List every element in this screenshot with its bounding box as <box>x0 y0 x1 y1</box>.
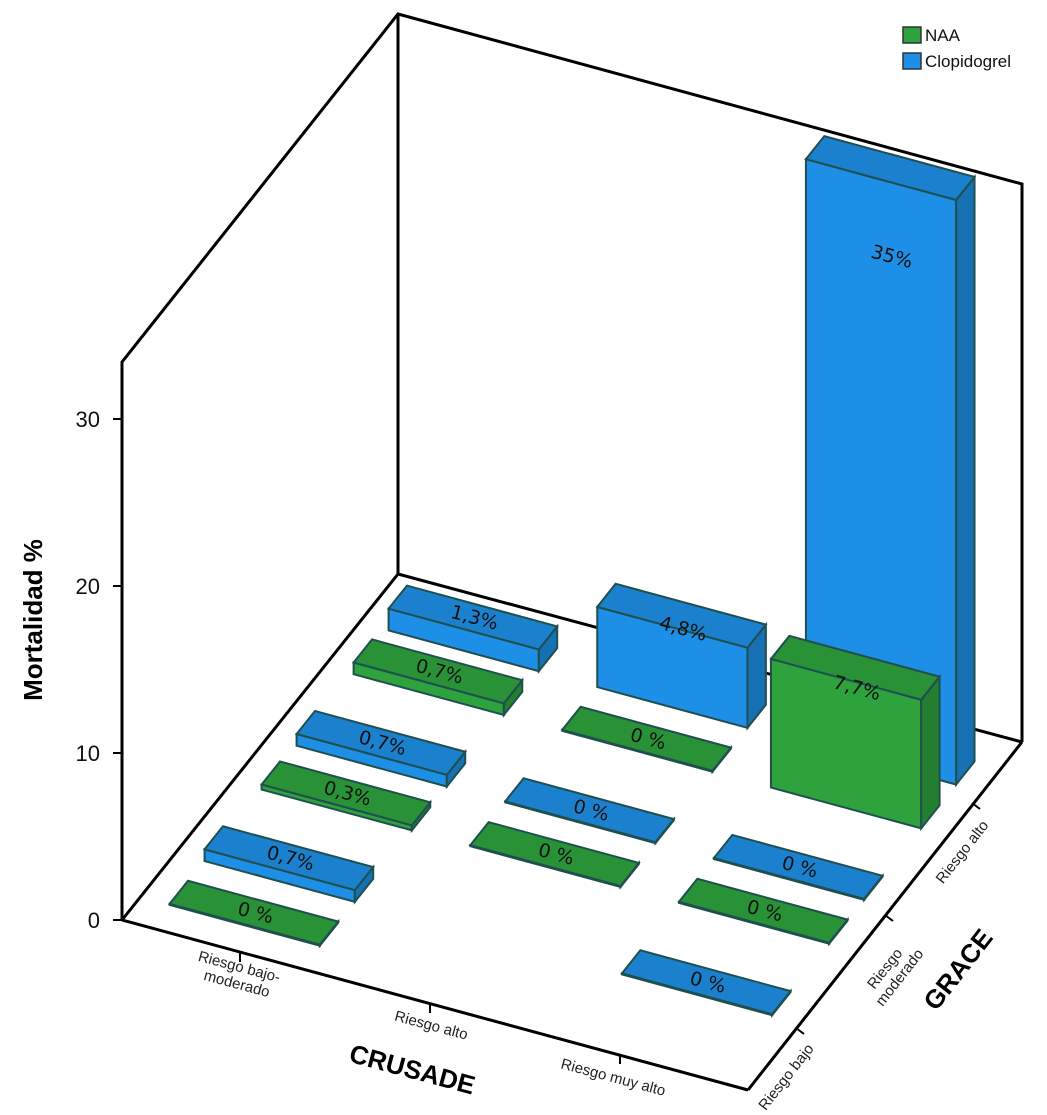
bar: 0 % <box>468 820 641 890</box>
z-tick-label: Riesgo alto <box>933 817 993 887</box>
bar-top-face <box>620 949 793 1016</box>
bar: 7,7% <box>769 634 942 832</box>
z-axis-title: GRACE <box>917 923 998 1015</box>
y-axis: 0 10 20 30 Mortalidad % <box>18 407 122 933</box>
bar: 0 % <box>503 777 676 847</box>
x-tick-label: Riesgo alto <box>393 1008 470 1044</box>
bar-side-face <box>955 174 976 788</box>
floor-front-edge <box>121 918 749 1092</box>
bar-top-face <box>595 582 768 649</box>
y-tick-label: 10 <box>76 741 100 766</box>
bar-top-face <box>294 709 467 776</box>
x-axis-title: CRUSADE <box>346 1038 478 1100</box>
bar-top-face <box>386 584 559 651</box>
x-tick-label-line: Riesgo alto <box>393 1008 470 1044</box>
bar-top-face <box>351 638 524 705</box>
bar-top-face <box>804 135 977 202</box>
bar: 0,7% <box>351 638 524 718</box>
bar: 0 % <box>677 877 850 947</box>
legend: NAA Clopidogrel <box>902 26 1011 71</box>
y-tick-label: 20 <box>76 574 100 599</box>
z-tick-label: Riesgo bajo <box>755 1041 817 1114</box>
y-tick-label: 0 <box>88 908 100 933</box>
bar: 0,3% <box>259 760 432 834</box>
z-tick-mark <box>971 802 981 810</box>
bar-top-face <box>202 825 375 892</box>
z-tick-label-line: Riesgo alto <box>933 817 993 887</box>
bar-top-face <box>167 879 340 946</box>
legend-label-clopidogrel: Clopidogrel <box>925 52 1011 71</box>
bar-side-face <box>920 673 941 832</box>
z-axis: Riesgo bajo Riesgo moderado Riesgo alto … <box>755 802 999 1114</box>
legend-label-naa: NAA <box>925 26 961 45</box>
bar: 0 % <box>712 833 885 903</box>
x-axis: Riesgo bajo- moderado Riesgo alto Riesgo… <box>192 948 667 1100</box>
bar: 0,7% <box>202 825 375 905</box>
bar-top-face <box>259 760 432 827</box>
bar-top-face <box>769 634 942 701</box>
floor-back-edge-left <box>120 573 400 921</box>
bar-top-face <box>712 833 885 900</box>
bars-layer: 1,3% 4,8%35%0,7%0 %7,7%0,7%0 %0 %0,3%0 %0… <box>167 135 977 1019</box>
bar-top-face <box>677 877 850 944</box>
bar: 4,8% <box>595 582 768 731</box>
legend-swatch-clopidogrel <box>902 52 922 70</box>
y-axis-title: Mortalidad % <box>18 539 48 701</box>
bar: 0 % <box>560 705 733 775</box>
bar-top-face <box>560 705 733 772</box>
x-tick-label: Riesgo bajo- moderado <box>192 948 286 1004</box>
y-tick-label: 30 <box>76 407 100 432</box>
bar: 0 % <box>167 879 340 949</box>
z-tick-label: Riesgo moderado <box>859 935 927 1009</box>
bar-top-face <box>503 777 676 844</box>
bar: 1,3% <box>386 584 559 675</box>
bar-top-face <box>468 820 641 888</box>
bar: 0 % <box>620 949 793 1019</box>
bar: 0,7% <box>294 709 467 790</box>
z-tick-mark <box>795 1027 805 1035</box>
z-tick-label-line: Riesgo bajo <box>755 1041 817 1114</box>
legend-swatch-naa <box>902 26 922 44</box>
z-tick-mark <box>884 914 894 922</box>
